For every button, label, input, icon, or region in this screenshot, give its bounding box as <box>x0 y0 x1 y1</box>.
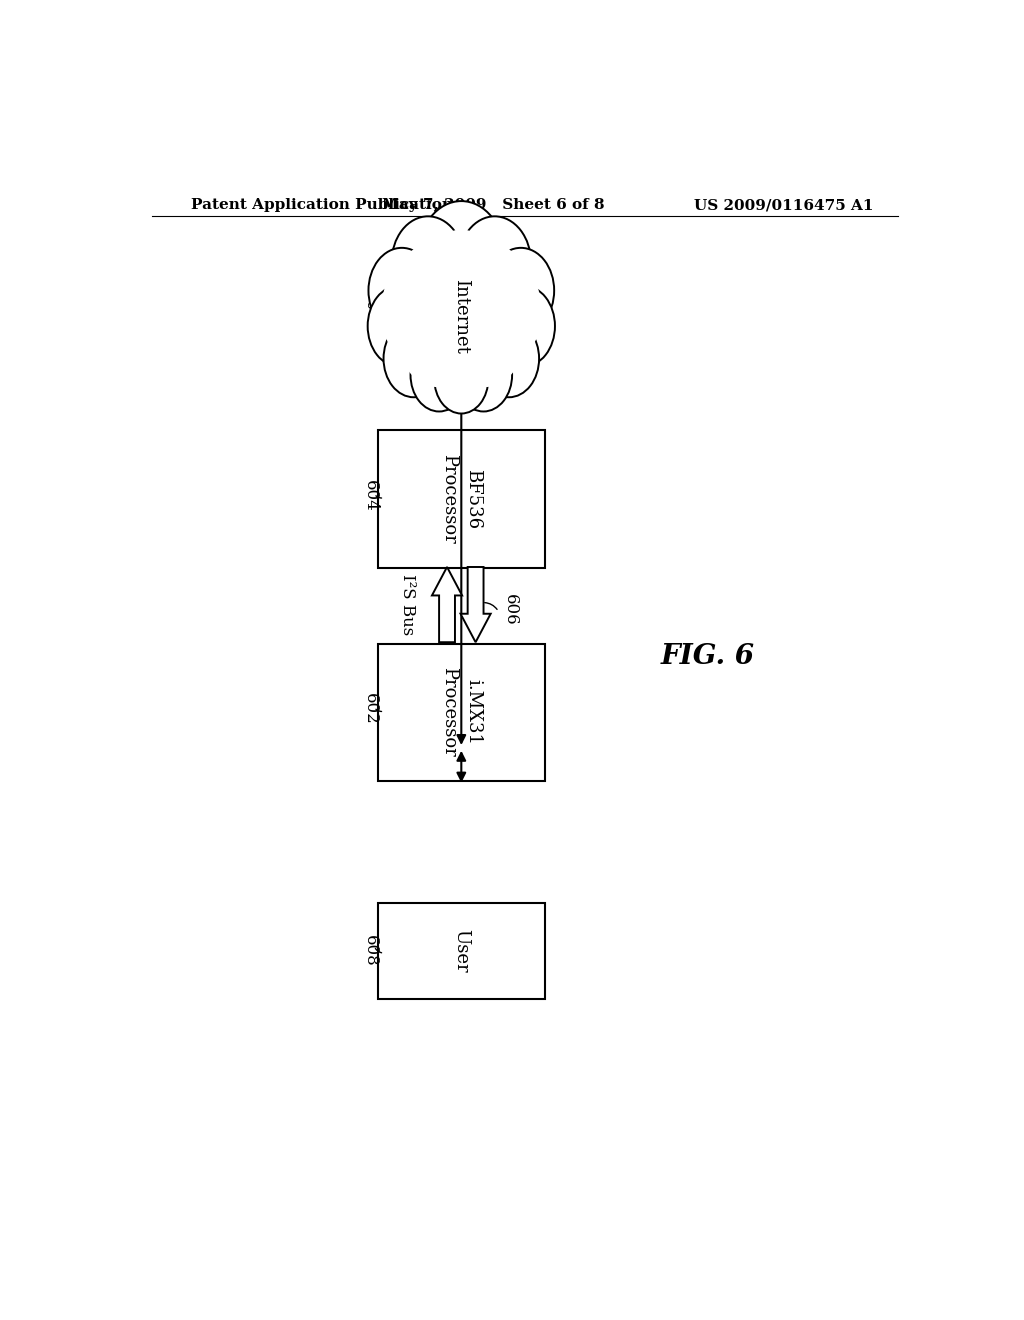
Circle shape <box>455 338 512 412</box>
Bar <box>378 430 545 568</box>
Circle shape <box>487 248 554 333</box>
Circle shape <box>368 285 431 367</box>
Circle shape <box>418 201 505 313</box>
Text: 604: 604 <box>361 480 379 512</box>
Circle shape <box>461 242 521 319</box>
Text: User: User <box>453 929 470 973</box>
Circle shape <box>479 319 539 397</box>
Circle shape <box>397 285 477 387</box>
Circle shape <box>391 216 465 310</box>
Text: 608: 608 <box>361 936 379 968</box>
Text: I²S Bus: I²S Bus <box>398 574 416 635</box>
Text: i.MX31
Processor: i.MX31 Processor <box>440 668 482 758</box>
Circle shape <box>368 285 431 367</box>
FancyArrow shape <box>461 568 490 643</box>
Bar <box>378 903 545 999</box>
Circle shape <box>411 338 468 412</box>
Circle shape <box>414 255 509 378</box>
Circle shape <box>488 292 539 356</box>
Circle shape <box>426 230 497 321</box>
Circle shape <box>445 285 524 387</box>
Text: Patent Application Publication: Patent Application Publication <box>191 198 454 213</box>
Circle shape <box>411 338 468 412</box>
Circle shape <box>479 319 539 397</box>
Circle shape <box>401 242 461 319</box>
Circle shape <box>434 345 488 413</box>
Circle shape <box>384 319 443 397</box>
Circle shape <box>383 267 436 335</box>
Circle shape <box>391 216 465 310</box>
Text: 606: 606 <box>502 594 519 626</box>
Text: 610: 610 <box>361 280 379 312</box>
Text: US 2009/0116475 A1: US 2009/0116475 A1 <box>694 198 873 213</box>
Circle shape <box>418 201 505 313</box>
Text: BF536
Processor: BF536 Processor <box>440 454 482 544</box>
Circle shape <box>455 338 512 412</box>
Text: Internet: Internet <box>453 279 470 354</box>
Circle shape <box>384 319 443 397</box>
Circle shape <box>369 248 435 333</box>
Circle shape <box>492 285 555 367</box>
Circle shape <box>369 248 435 333</box>
Circle shape <box>434 345 488 413</box>
Circle shape <box>458 216 531 310</box>
Text: 602: 602 <box>361 693 379 725</box>
Bar <box>378 644 545 781</box>
FancyArrow shape <box>432 568 462 643</box>
Circle shape <box>458 216 531 310</box>
Circle shape <box>492 285 555 367</box>
Circle shape <box>487 248 554 333</box>
Circle shape <box>486 267 540 335</box>
Text: FIG. 6: FIG. 6 <box>660 643 755 671</box>
Text: May 7, 2009   Sheet 6 of 8: May 7, 2009 Sheet 6 of 8 <box>382 198 604 213</box>
Circle shape <box>384 292 434 356</box>
